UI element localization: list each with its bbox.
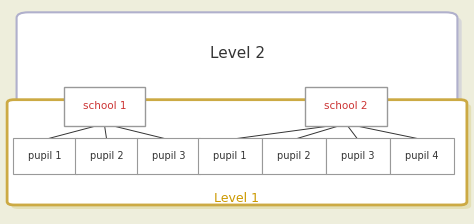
FancyBboxPatch shape <box>390 138 454 174</box>
FancyBboxPatch shape <box>64 87 145 125</box>
Text: pupil 1: pupil 1 <box>213 151 246 161</box>
FancyBboxPatch shape <box>305 87 386 125</box>
FancyBboxPatch shape <box>75 138 138 174</box>
Text: pupil 3: pupil 3 <box>341 151 374 161</box>
Text: Level 2: Level 2 <box>210 46 264 61</box>
FancyBboxPatch shape <box>262 138 326 174</box>
FancyBboxPatch shape <box>7 100 467 205</box>
Text: Level 1: Level 1 <box>215 192 259 205</box>
FancyBboxPatch shape <box>21 16 462 166</box>
FancyBboxPatch shape <box>326 138 390 174</box>
FancyBboxPatch shape <box>198 138 262 174</box>
FancyBboxPatch shape <box>13 138 77 174</box>
Text: pupil 2: pupil 2 <box>90 151 123 161</box>
Text: pupil 2: pupil 2 <box>277 151 310 161</box>
Text: school 1: school 1 <box>82 101 126 111</box>
FancyBboxPatch shape <box>17 12 457 162</box>
Text: pupil 4: pupil 4 <box>405 151 438 161</box>
Text: pupil 3: pupil 3 <box>152 151 185 161</box>
FancyBboxPatch shape <box>137 138 200 174</box>
Text: pupil 1: pupil 1 <box>28 151 62 161</box>
FancyBboxPatch shape <box>11 104 471 209</box>
Text: school 2: school 2 <box>324 101 368 111</box>
